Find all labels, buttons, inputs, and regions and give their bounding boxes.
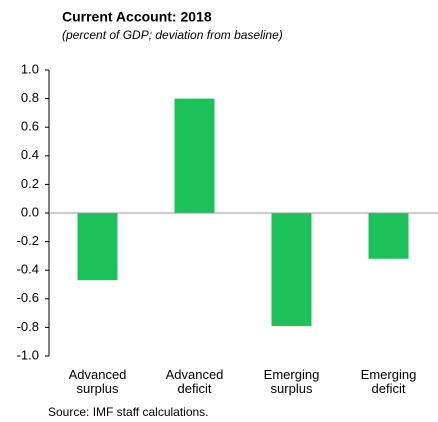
bar	[77, 213, 118, 281]
y-tick-label: -0.6	[17, 290, 39, 305]
x-tick-label: Emerging surplus	[263, 367, 320, 396]
y-tick-label: -0.8	[17, 319, 39, 334]
source-note: Source: IMF staff calculations.	[48, 405, 209, 419]
bar	[271, 213, 312, 326]
x-tick-label: Advanced surplus	[68, 367, 127, 396]
x-tick-label: Advanced deficit	[165, 367, 224, 396]
y-tick-label: -1.0	[17, 347, 39, 362]
y-tick-label: -0.4	[17, 262, 39, 277]
y-tick-label: -0.2	[17, 233, 39, 248]
y-tick-label: 0.6	[21, 119, 39, 134]
y-tick-label: 0.2	[21, 176, 39, 191]
x-tick-label: Emerging deficit	[360, 367, 417, 396]
bar	[174, 98, 215, 213]
bar	[368, 213, 409, 259]
chart-title: Current Account: 2018	[62, 9, 212, 25]
chart-subtitle: (percent of GDP; deviation from baseline…	[62, 28, 283, 42]
y-tick-label: 0.4	[21, 147, 39, 162]
y-tick-label: 0.0	[21, 204, 39, 219]
y-tick-label: 1.0	[21, 61, 39, 76]
y-tick-label: 0.8	[21, 90, 39, 105]
